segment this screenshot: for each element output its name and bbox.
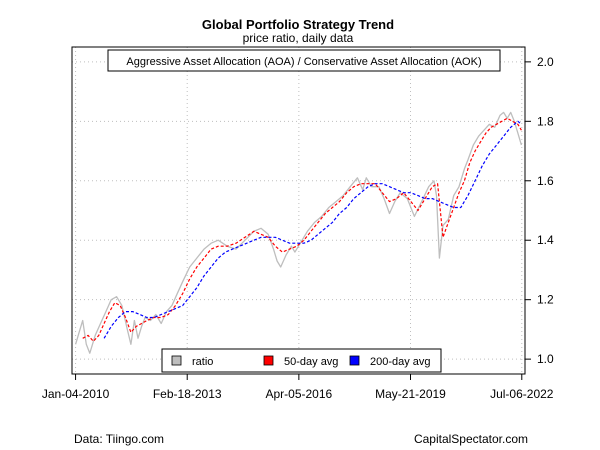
legend-label-ratio: ratio [192, 356, 213, 368]
x-tick-label: Jan-04-2010 [42, 387, 110, 401]
y-tick-label: 1.4 [537, 233, 554, 247]
series-line-ratio [74, 111, 523, 354]
legend-label-ma200: 200-day avg [370, 356, 431, 368]
legend-swatch-ma50 [263, 355, 274, 366]
y-tick-label: 1.0 [537, 352, 554, 366]
x-tick-label: Jul-06-2022 [490, 387, 554, 401]
y-tick-label: 1.2 [537, 293, 554, 307]
top-legend-text: Aggressive Asset Allocation (AOA) / Cons… [126, 56, 481, 68]
y-axis: 1.0 1.2 1.4 1.6 1.8 2.0 [525, 55, 554, 366]
y-tick-label: 1.6 [537, 174, 554, 188]
series-legend: ratio 50-day avg 200-day avg [161, 348, 442, 373]
legend-swatch-ratio [171, 355, 182, 366]
grid-lines [72, 47, 525, 374]
x-tick-label: Feb-18-2013 [153, 387, 222, 401]
chart-title: Global Portfolio Strategy Trend [202, 17, 394, 32]
y-tick-label: 2.0 [537, 55, 554, 69]
series-line-ma200 [103, 120, 522, 339]
series-legend-box [161, 348, 442, 373]
series-line-ma50 [82, 117, 522, 342]
data-source-note: Data: Tiingo.com [74, 432, 165, 446]
series-lines [74, 111, 523, 354]
site-credit: CapitalSpectator.com [413, 432, 528, 446]
x-tick-label: May-21-2019 [375, 387, 446, 401]
top-legend-box [107, 49, 501, 72]
x-tick-label: Apr-05-2016 [265, 387, 332, 401]
legend-label-ma50: 50-day avg [284, 356, 338, 368]
legend-swatch-ma200 [349, 355, 360, 366]
x-axis: Jan-04-2010 Feb-18-2013 Apr-05-2016 May-21-… [42, 374, 554, 401]
chart-subtitle: price ratio, daily data [243, 31, 354, 45]
top-legend: Aggressive Asset Allocation (AOA) / Cons… [107, 49, 501, 72]
y-tick-label: 1.8 [537, 114, 554, 128]
